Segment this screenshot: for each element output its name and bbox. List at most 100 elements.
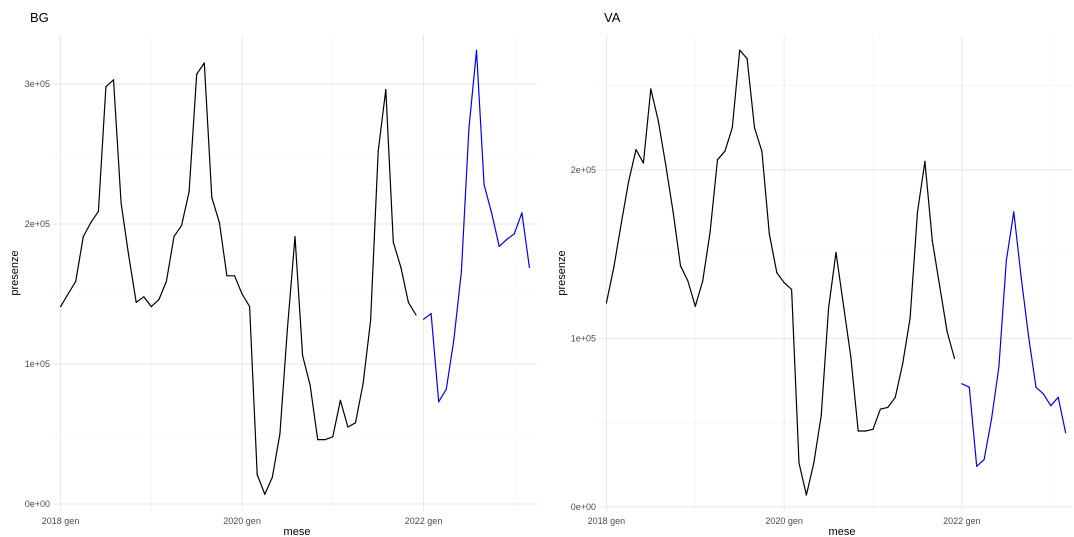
data-point: [731, 127, 733, 129]
data-point: [294, 236, 296, 238]
data-point: [968, 386, 970, 388]
data-point: [332, 436, 334, 438]
data-point: [90, 222, 92, 224]
data-point: [724, 150, 726, 152]
data-point: [445, 388, 447, 390]
data-point: [309, 384, 311, 386]
data-point: [385, 89, 387, 91]
data-point: [120, 202, 122, 204]
data-point: [783, 282, 785, 284]
data-point: [1050, 405, 1052, 407]
data-point: [953, 357, 956, 360]
data-point: [407, 301, 410, 303]
data-point: [679, 265, 682, 267]
data-point: [702, 280, 704, 282]
data-point: [909, 317, 911, 319]
data-point: [894, 396, 896, 398]
data-point: [739, 49, 741, 51]
data-point: [453, 339, 455, 341]
data-point: [317, 439, 319, 441]
x-axis-title: mese: [284, 526, 311, 537]
data-point: [188, 191, 190, 193]
data-point: [746, 57, 748, 60]
data-point: [521, 212, 523, 214]
data-point: [902, 362, 904, 365]
data-point: [842, 303, 845, 306]
panel-bg: 0e+00 1e+05 2e+05 3e+05 2018 gen 2020 gen 2022…: [9, 10, 537, 537]
data-point: [850, 356, 852, 358]
data-point: [67, 293, 69, 295]
data-point: [776, 271, 778, 274]
data-point: [415, 314, 417, 316]
y-tick-label: 0e+00: [25, 499, 50, 509]
data-point: [498, 245, 500, 247]
data-point: [976, 465, 978, 467]
data-point: [990, 418, 993, 420]
data-point: [301, 355, 304, 357]
data-point: [835, 251, 837, 253]
data-point: [820, 415, 822, 417]
data-point: [324, 439, 326, 441]
data-point: [377, 150, 379, 152]
data-point: [362, 383, 364, 385]
data-point: [475, 49, 478, 52]
data-point: [887, 406, 889, 408]
data-point: [805, 494, 807, 496]
data-point: [961, 383, 963, 385]
data-point: [347, 426, 349, 428]
data-point: [143, 296, 145, 298]
data-point: [605, 302, 608, 304]
data-point: [628, 180, 630, 183]
data-point: [218, 222, 220, 224]
data-point: [998, 366, 1000, 368]
data-point: [75, 280, 77, 282]
panel-title: VA: [604, 10, 621, 25]
data-point: [872, 428, 874, 430]
data-point: [939, 285, 941, 287]
series-line-recent: [961, 211, 1067, 467]
y-tick-label: 2e+05: [25, 219, 50, 229]
data-point: [354, 422, 357, 424]
data-point: [430, 313, 432, 315]
data-point: [203, 62, 205, 64]
data-point: [672, 211, 674, 213]
data-point: [422, 318, 425, 320]
data-point: [483, 184, 485, 186]
data-point: [931, 239, 933, 242]
y-tick-label: 2e+05: [571, 165, 596, 175]
data-point: [279, 433, 281, 435]
data-point: [196, 73, 198, 75]
data-point: [761, 150, 763, 152]
data-point: [879, 408, 882, 410]
data-point: [460, 271, 462, 273]
x-tick-label: 2018 gen: [588, 516, 626, 526]
data-point: [506, 238, 508, 240]
data-point: [650, 88, 652, 90]
data-point: [865, 430, 867, 432]
data-point: [286, 328, 289, 330]
series-line-observed: [60, 62, 417, 495]
data-point: [709, 231, 711, 233]
data-point: [1005, 260, 1007, 262]
data-point: [657, 120, 659, 122]
series-line-observed: [605, 49, 956, 496]
data-point: [642, 162, 645, 164]
data-point: [392, 241, 394, 243]
data-point: [241, 293, 243, 295]
data-point: [339, 399, 341, 401]
data-point: [827, 307, 830, 309]
y-tick-label: 1e+05: [571, 333, 596, 343]
data-point: [400, 266, 402, 268]
data-point: [1064, 432, 1067, 434]
x-tick-label: 2018 gen: [42, 516, 80, 526]
data-point: [1020, 277, 1022, 279]
data-point: [1035, 386, 1037, 388]
data-point: [165, 280, 168, 282]
data-point: [1013, 211, 1015, 213]
data-point: [983, 459, 985, 461]
data-point: [798, 462, 800, 464]
data-point: [150, 306, 152, 308]
data-point: [687, 280, 689, 282]
series-line-recent: [423, 49, 530, 403]
